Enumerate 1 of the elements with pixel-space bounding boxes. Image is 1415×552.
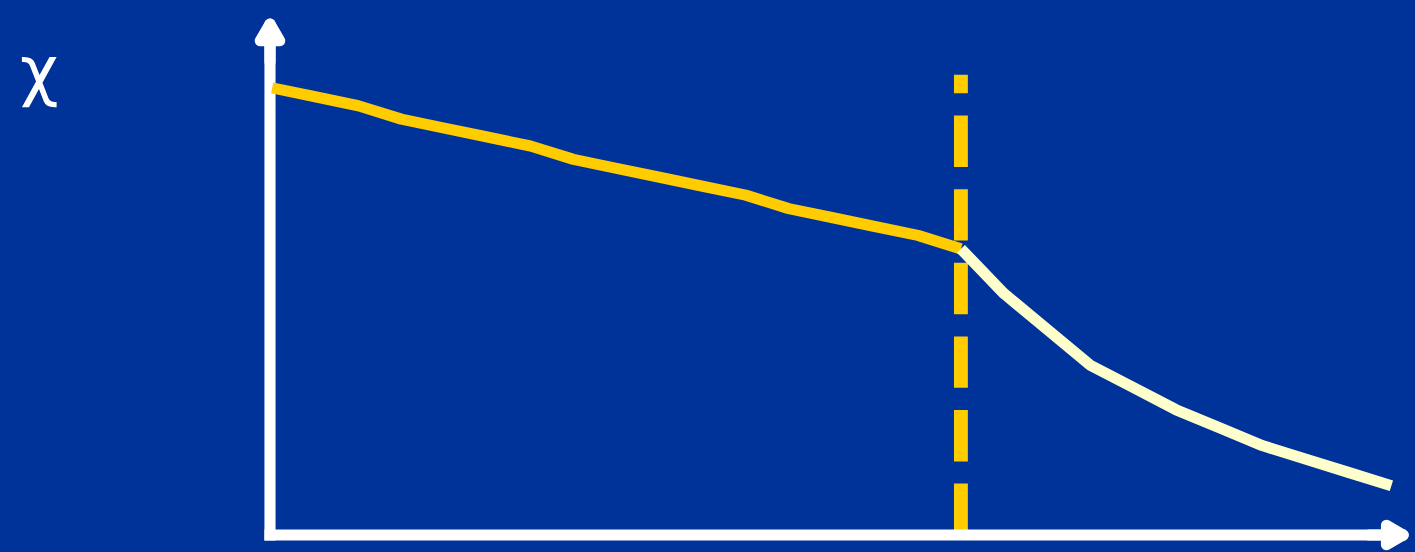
y-axis-title: χ	[21, 56, 57, 108]
